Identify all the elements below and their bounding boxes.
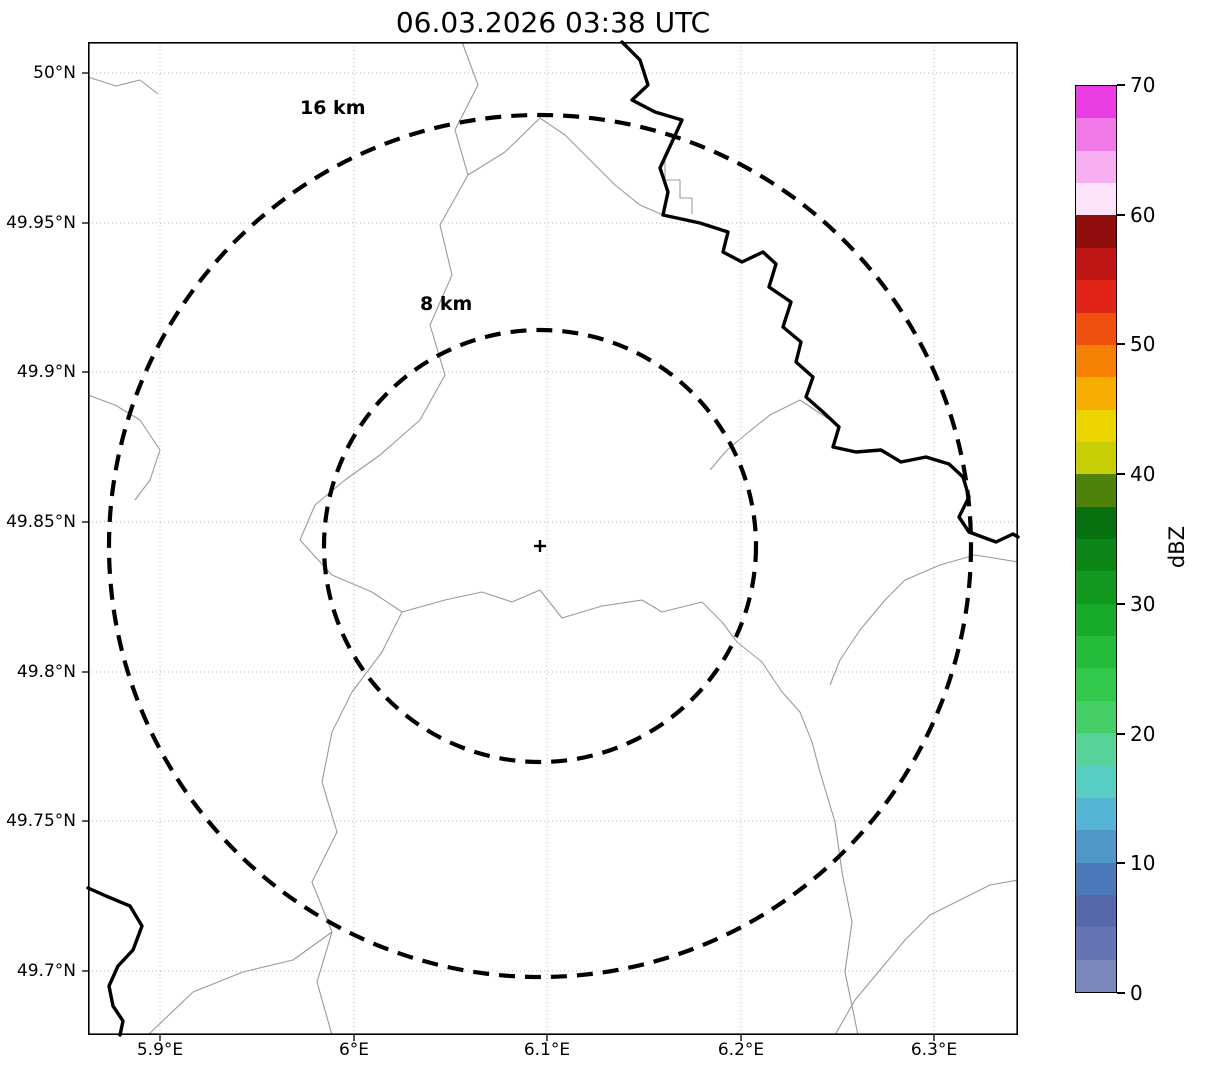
border-line: [834, 879, 1019, 1036]
x-tick-label: 5.9°E: [136, 1040, 184, 1060]
colorbar-tick-label: 70: [1130, 73, 1156, 97]
colorbar-segment: [1076, 539, 1116, 572]
plot-frame: [88, 42, 1019, 1036]
colorbar-segment: [1076, 474, 1116, 507]
colorbar-segment: [1076, 927, 1116, 960]
figure-title: 06.03.2026 03:38 UTC: [395, 6, 711, 39]
border-lines-layer: [87, 41, 1019, 1036]
border-line: [299, 41, 479, 1036]
map-canvas: [82, 40, 1020, 1041]
border-line: [467, 117, 664, 216]
colorbar: [1075, 85, 1117, 993]
colorbar-segment: [1076, 959, 1116, 993]
ring-label-8km: 8 km: [420, 293, 473, 315]
colorbar-segment: [1076, 215, 1116, 248]
colorbar-axis-label: dBZ: [1165, 525, 1189, 569]
axis-tick-marks: [82, 72, 935, 1041]
colorbar-tick-label: 60: [1130, 203, 1156, 227]
colorbar-segment: [1076, 765, 1116, 798]
x-tick-label: 6.3°E: [910, 1040, 958, 1060]
border-line: [709, 399, 831, 471]
colorbar-segment: [1076, 312, 1116, 345]
colorbar-segment: [1076, 409, 1116, 442]
ring-label-16km: 16 km: [300, 97, 366, 119]
colorbar-tick-label: 50: [1130, 332, 1156, 356]
colorbar-tick-label: 10: [1130, 851, 1156, 875]
border-line: [829, 554, 1019, 686]
colorbar-tick-mark: [1117, 214, 1125, 216]
colorbar-tick-mark: [1117, 992, 1125, 994]
border-line: [87, 76, 159, 95]
colorbar-segment: [1076, 344, 1116, 378]
colorbar-segment: [1076, 603, 1116, 637]
colorbar-tick-mark: [1117, 733, 1125, 735]
colorbar-tick-mark: [1117, 473, 1125, 475]
colorbar-tick-label: 30: [1130, 592, 1156, 616]
range-rings: [106, 112, 974, 980]
colorbar-segment: [1076, 280, 1116, 313]
colorbar-segment: [1076, 733, 1116, 766]
range-ring-16km: [106, 112, 974, 980]
y-tick-label: 49.7°N: [16, 961, 76, 981]
y-tick-label: 49.75°N: [6, 811, 76, 831]
colorbar-tick-label: 40: [1130, 462, 1156, 486]
river-line: [86, 886, 144, 1037]
colorbar-segment: [1076, 441, 1116, 475]
colorbar-segment: [1076, 86, 1116, 119]
y-tick-label: 49.8°N: [16, 662, 76, 682]
river-line: [620, 40, 1020, 544]
x-tick-label: 6.2°E: [717, 1040, 765, 1060]
colorbar-segment: [1076, 183, 1116, 216]
border-line: [147, 931, 333, 1036]
colorbar-tick-mark: [1117, 862, 1125, 864]
colorbar-segment: [1076, 571, 1116, 604]
colorbar-segment: [1076, 797, 1116, 831]
border-line: [401, 589, 859, 1036]
colorbar-tick-label: 20: [1130, 722, 1156, 746]
colorbar-segment: [1076, 377, 1116, 410]
colorbar-segment: [1076, 506, 1116, 540]
y-tick-label: 49.95°N: [6, 213, 76, 233]
colorbar-segment: [1076, 118, 1116, 151]
border-line: [664, 160, 693, 214]
colorbar-tick-label: 0: [1130, 981, 1143, 1005]
map-panel: [82, 40, 1020, 1041]
y-tick-label: 49.85°N: [6, 512, 76, 532]
colorbar-segment: [1076, 830, 1116, 863]
x-tick-label: 6.1°E: [523, 1040, 571, 1060]
grid-lines: [88, 42, 1018, 1035]
colorbar-segment: [1076, 668, 1116, 701]
border-line: [87, 394, 161, 501]
colorbar-tick-mark: [1117, 343, 1125, 345]
colorbar-segment: [1076, 700, 1116, 734]
river-lines-layer: [86, 40, 1020, 1037]
colorbar-segment: [1076, 150, 1116, 184]
x-tick-label: 6°E: [338, 1040, 370, 1060]
colorbar-segment: [1076, 894, 1116, 928]
y-tick-label: 49.9°N: [16, 362, 76, 382]
colorbar-segment: [1076, 247, 1116, 281]
range-ring-8km: [321, 327, 759, 765]
colorbar-segment: [1076, 636, 1116, 669]
colorbar-tick-mark: [1117, 84, 1125, 86]
colorbar-segment: [1076, 862, 1116, 895]
y-tick-label: 50°N: [33, 63, 76, 83]
colorbar-tick-mark: [1117, 603, 1125, 605]
